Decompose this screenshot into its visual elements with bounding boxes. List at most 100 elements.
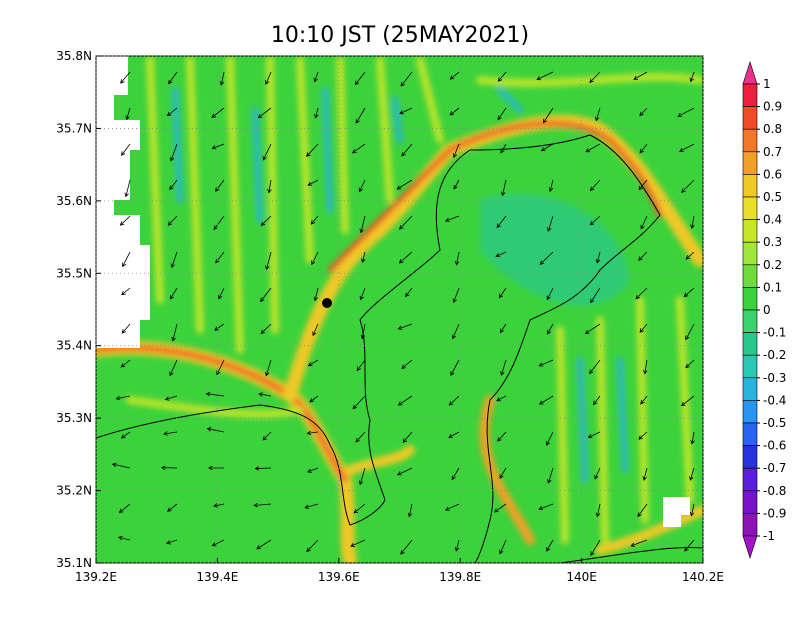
colorbar-label: -0.6 xyxy=(763,439,786,453)
wind-arrow xyxy=(499,467,507,479)
y-tick-label: 35.6N xyxy=(56,194,92,208)
x-tick-label: 139.6E xyxy=(318,570,360,584)
wind-arrow xyxy=(219,71,225,86)
wind-arrow xyxy=(493,503,507,513)
colorbar-label: -0.4 xyxy=(763,393,786,407)
wind-arrow xyxy=(256,539,272,550)
wind-arrow xyxy=(495,251,507,258)
wind-arrow xyxy=(214,323,225,331)
wind-arrow xyxy=(265,251,272,271)
colorbar: 1 0.9 0.8 0.7 0.6 0.5 0.4 0.3 0.2 0.1 0 -0.1 -0.2 -0.… xyxy=(742,61,786,559)
wind-arrow xyxy=(589,359,601,375)
wind-arrow xyxy=(352,395,366,410)
colorbar-segment xyxy=(742,196,758,220)
wind-arrow xyxy=(396,467,413,476)
wind-arrow xyxy=(499,323,507,334)
colorbar-segment xyxy=(742,467,758,492)
wind-arrow xyxy=(449,107,460,116)
wind-arrow xyxy=(358,179,366,193)
wind-arrow xyxy=(359,287,366,301)
wind-arrow xyxy=(356,359,366,372)
colorbar-label: -0.5 xyxy=(763,416,786,430)
wind-arrow xyxy=(120,71,131,84)
wind-arrow xyxy=(260,323,272,335)
wind-arrow xyxy=(213,215,225,231)
wind-arrow xyxy=(589,215,601,226)
colorbar-segment xyxy=(742,128,758,153)
wind-arrow xyxy=(399,215,413,230)
colorbar-segment xyxy=(742,490,758,514)
wind-arrow xyxy=(310,215,319,225)
wind-arrow xyxy=(547,467,554,484)
wind-arrow xyxy=(640,395,648,405)
x-tick-label: 140E xyxy=(566,570,597,584)
colorbar-label: 0.3 xyxy=(763,235,782,249)
colorbar-segment xyxy=(742,309,758,333)
wind-arrow xyxy=(122,251,131,268)
wind-arrow xyxy=(206,427,225,433)
y-tick-label: 35.3N xyxy=(56,411,92,425)
colorbar-label: 1 xyxy=(763,77,771,91)
wind-arrow xyxy=(120,359,131,368)
wind-arrow xyxy=(262,143,272,161)
wind-arrow xyxy=(640,215,648,230)
colorbar-segment xyxy=(742,83,758,107)
wind-arrow xyxy=(167,503,178,512)
wind-arrow xyxy=(595,251,601,264)
x-tick-label: 139.8E xyxy=(439,570,481,584)
coastline xyxy=(96,134,703,563)
colorbar-label: 0.9 xyxy=(763,100,782,114)
wind-arrow xyxy=(352,143,366,154)
wind-arrow xyxy=(690,215,695,230)
colorbar-segment xyxy=(742,513,758,537)
wind-arrow xyxy=(262,431,272,441)
wind-arrow xyxy=(451,323,460,340)
wind-arrow xyxy=(121,143,131,156)
wind-arrow xyxy=(117,535,131,541)
colorbar-label: 0.7 xyxy=(763,145,782,159)
wind-arrow xyxy=(689,467,695,481)
wind-arrow xyxy=(496,395,507,402)
wind-arrow xyxy=(160,465,178,471)
wind-arrow xyxy=(313,71,319,83)
wind-arrow xyxy=(637,503,648,518)
colorbar-label: -0.3 xyxy=(763,371,786,385)
wind-arrow xyxy=(306,539,319,553)
wind-arrow xyxy=(169,359,178,377)
wind-arrow xyxy=(538,503,554,511)
wind-arrow xyxy=(401,359,413,369)
wind-arrow xyxy=(306,143,319,157)
wind-arrow xyxy=(169,143,178,162)
wind-arrow xyxy=(115,395,131,401)
wind-arrow xyxy=(314,107,319,119)
wind-arrow xyxy=(639,107,648,117)
wind-arrow xyxy=(265,359,272,377)
colorbar-segment xyxy=(742,400,758,424)
plot-frame xyxy=(95,55,704,564)
wind-arrow xyxy=(400,71,413,87)
wind-arrow xyxy=(545,431,554,446)
wind-arrow xyxy=(685,251,695,260)
wind-arrow xyxy=(118,503,131,514)
wind-arrow xyxy=(218,287,225,300)
wind-arrow xyxy=(448,395,460,406)
colorbar-label: 0.8 xyxy=(763,122,782,136)
wind-arrow xyxy=(400,539,413,555)
wind-arrow xyxy=(454,251,460,266)
wind-arrow xyxy=(120,431,131,439)
wind-arrow xyxy=(452,287,460,304)
y-tick-label: 35.4N xyxy=(56,339,92,353)
wind-arrow xyxy=(548,179,554,193)
wind-arrow xyxy=(450,359,460,376)
wind-arrow xyxy=(215,179,225,192)
colorbar-label: -0.9 xyxy=(763,506,786,520)
wind-arrow xyxy=(260,287,272,303)
wind-arrow xyxy=(311,251,319,266)
wind-arrow xyxy=(595,503,601,518)
wind-arrow xyxy=(593,395,601,406)
wind-arrow xyxy=(306,430,319,436)
wind-arrow xyxy=(307,359,319,367)
wind-arrow xyxy=(546,287,554,301)
wind-arrow xyxy=(451,467,460,481)
wind-arrow xyxy=(498,287,507,299)
